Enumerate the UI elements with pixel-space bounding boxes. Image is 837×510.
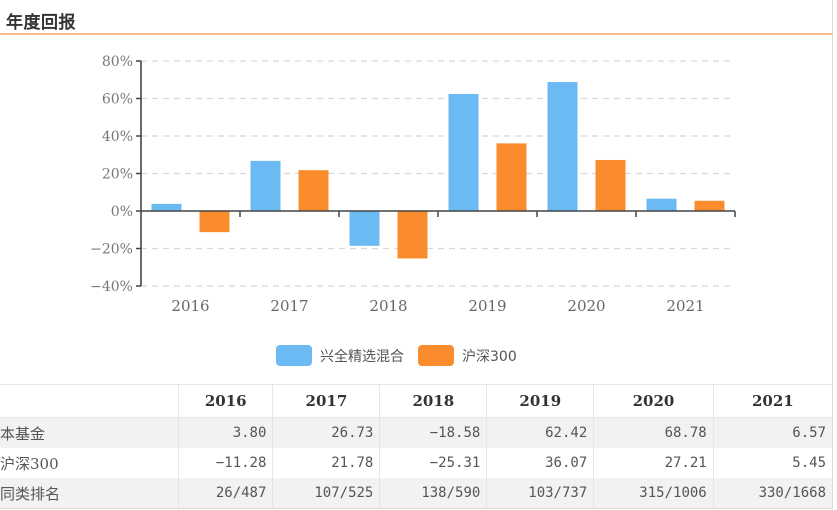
column-header-2020: 2020 — [593, 384, 714, 418]
table-cell: 36.07 — [486, 448, 594, 478]
table-cell: −25.31 — [379, 448, 487, 478]
table-cell: 27.21 — [593, 448, 714, 478]
table-cell: 330/1668 — [712, 478, 832, 508]
bar-fund-2021 — [646, 198, 677, 211]
bar-fund-2018 — [349, 211, 380, 246]
row-label: 沪深300 — [0, 454, 59, 473]
bar-fund-2020 — [547, 82, 578, 211]
chart-legend: 兴全精选混合 沪深300 — [276, 345, 531, 366]
table-cell: 107/525 — [272, 478, 380, 508]
table-row-index: 沪深300 −11.28 21.78 −25.31 36.07 27.21 5.… — [0, 448, 832, 478]
bar-index-2021 — [694, 200, 725, 211]
table-corner-cell — [0, 384, 179, 418]
table-cell: 5.45 — [712, 448, 832, 478]
bar-index-2020 — [595, 159, 626, 211]
table-cell: 26.73 — [272, 417, 380, 448]
y-tick-label: 20% — [102, 167, 133, 183]
column-header-2016: 2016 — [177, 384, 273, 418]
x-tick-label: 2019 — [468, 297, 506, 315]
column-header-2021: 2021 — [712, 384, 832, 418]
bar-index-2016 — [199, 211, 230, 233]
column-header-2019: 2019 — [486, 384, 594, 418]
table-cell: 103/737 — [486, 478, 594, 508]
table-header-row: 2016 2017 2018 2019 2020 2021 — [0, 384, 832, 418]
column-header-2018: 2018 — [379, 384, 487, 418]
y-tick-label: −20% — [90, 242, 133, 258]
bar-index-2018 — [397, 211, 428, 259]
title-divider — [0, 33, 833, 35]
x-tick-label: 2021 — [666, 297, 704, 315]
table-cell: 3.80 — [177, 417, 273, 448]
x-tick-label: 2018 — [369, 297, 407, 315]
bar-fund-2017 — [250, 160, 281, 211]
table-cell: 6.57 — [712, 417, 832, 448]
row-label: 同类排名 — [0, 478, 179, 508]
table-cell: −11.28 — [177, 448, 273, 478]
table-row-rank: 同类排名 26/487 107/525 138/590 103/737 315/… — [0, 478, 832, 508]
table-cell: 62.42 — [486, 417, 594, 448]
table-cell: 26/487 — [177, 478, 273, 508]
legend-swatch-index — [418, 345, 454, 366]
legend-item-index[interactable]: 沪深300 — [418, 345, 517, 366]
y-tick-label: 60% — [102, 92, 133, 108]
bar-index-2019 — [496, 143, 527, 211]
annual-return-chart: 80% 60% 40% 20% 0% −20% −40% 2016 2017 2018 2019 20… — [90, 54, 736, 315]
column-header-2017: 2017 — [272, 384, 380, 418]
bar-fund-2016 — [151, 203, 182, 211]
table-cell: −18.58 — [379, 417, 487, 448]
x-tick-label: 2020 — [567, 297, 605, 315]
y-tick-label: 80% — [102, 54, 133, 70]
table-cell: 315/1006 — [593, 478, 714, 508]
annual-return-table: 2016 2017 2018 2019 2020 2021 本基金 3.80 2… — [0, 384, 832, 508]
legend-swatch-fund — [276, 345, 312, 366]
table-cell: 68.78 — [593, 417, 714, 448]
table-row-fund: 本基金 3.80 26.73 −18.58 62.42 68.78 6.57 — [0, 417, 832, 448]
bar-fund-2019 — [448, 93, 479, 211]
y-tick-label: −40% — [90, 279, 133, 295]
x-tick-label: 2016 — [171, 297, 209, 315]
x-tick-label: 2017 — [270, 297, 308, 315]
table-cell: 138/590 — [379, 478, 487, 508]
table-cell: 21.78 — [272, 448, 380, 478]
legend-label-fund: 兴全精选混合 — [320, 348, 404, 365]
bar-index-2017 — [298, 170, 329, 211]
row-label: 本基金 — [0, 417, 179, 448]
section-title: 年度回报 — [6, 13, 76, 33]
y-tick-label: 0% — [111, 204, 133, 220]
legend-label-index: 沪深300 — [462, 348, 517, 365]
legend-item-fund[interactable]: 兴全精选混合 — [276, 345, 404, 366]
y-tick-label: 40% — [102, 129, 133, 145]
